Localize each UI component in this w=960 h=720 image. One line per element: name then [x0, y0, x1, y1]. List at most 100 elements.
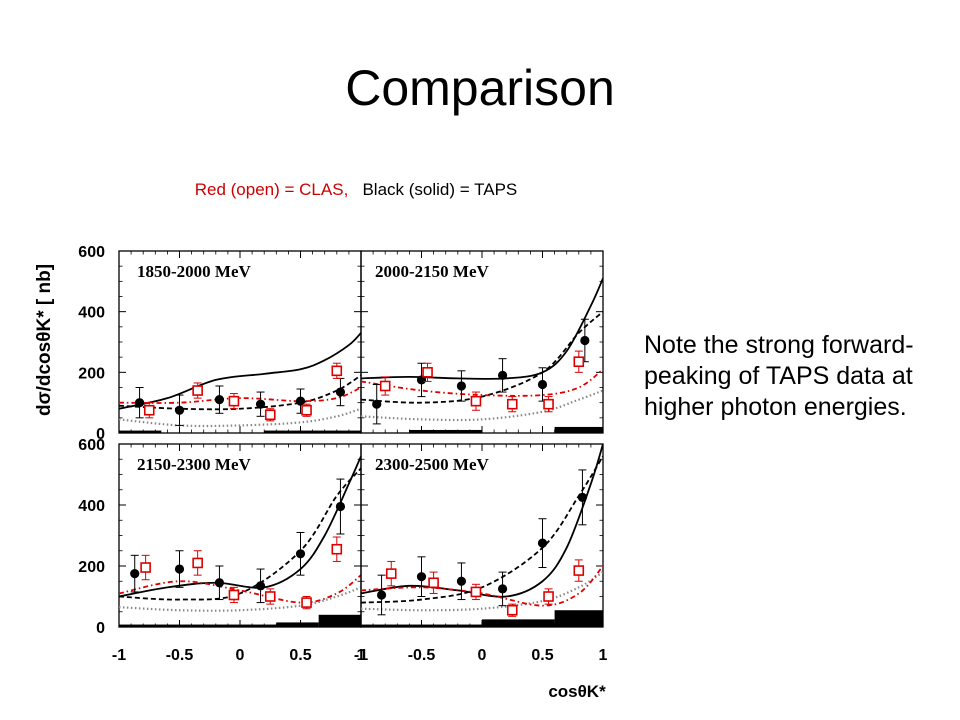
panel-3-clas-point — [331, 543, 343, 555]
panel-3-energy-label: 2150-2300 MeV — [137, 455, 252, 474]
panel-2-curve-dashdot — [361, 368, 603, 397]
panel-3-systematic-bar — [276, 622, 319, 627]
panel-2-clas-point — [422, 367, 433, 378]
panel-4-energy-label: 2300-2500 MeV — [375, 455, 490, 474]
panel-4-taps-point — [376, 590, 387, 600]
panel-3-curve-dashed — [119, 467, 361, 601]
panel-2-systematic-bar — [409, 429, 482, 433]
y-tick-label: 200 — [78, 365, 105, 382]
x-tick-label: 1 — [599, 647, 608, 664]
panel-2-curve-dotted — [361, 389, 603, 422]
panel-4-clas-point — [506, 604, 518, 616]
panel-1-curve-dashed — [119, 374, 361, 411]
panel-4-curve-solid — [361, 444, 603, 598]
x-tick-label: 0 — [236, 647, 245, 664]
panel-1-clas-point — [331, 365, 343, 377]
panel-3-curve-solid — [119, 455, 361, 598]
panel-1-curve-solid — [119, 332, 361, 410]
x-tick-label: -0.5 — [166, 647, 194, 664]
x-tick-label: -1 — [354, 647, 368, 664]
panel-1-taps-point — [174, 405, 185, 415]
panel-1-taps-point — [214, 395, 225, 405]
panel-2-energy-label: 2000-2150 MeV — [375, 262, 490, 281]
panel-3-systematic-bar — [119, 624, 277, 627]
panel-4-taps-point — [537, 538, 548, 548]
panel-2-clas-point — [470, 395, 482, 407]
panel-4-taps-point — [456, 576, 467, 586]
panel-3-clas-point — [192, 557, 203, 569]
panel-3-taps-point — [295, 549, 306, 559]
y-tick-label: 0 — [96, 620, 105, 637]
panel-4-curve-dashdot — [361, 565, 603, 607]
panel-3-taps-point — [174, 564, 185, 574]
x-tick-label: -0.5 — [408, 647, 436, 664]
panel-1-curve-dashdot — [119, 386, 361, 404]
panel-1-systematic-bar — [119, 430, 162, 433]
y-tick-label: 400 — [78, 305, 105, 322]
panel-4-clas-point — [385, 568, 397, 579]
panel-2-clas-point — [543, 398, 554, 410]
y-tick-label: 600 — [78, 437, 105, 454]
panel-2-curve-solid — [361, 277, 603, 380]
panel-4-taps-point — [416, 572, 427, 582]
legend-taps: Black (solid) = TAPS — [362, 180, 518, 199]
x-tick-label: 1 — [357, 647, 366, 664]
panel-3-clas-point — [264, 591, 276, 602]
panel-2-clas-point — [379, 380, 391, 392]
panel-3-curve-dashdot — [119, 574, 361, 604]
y-axis-label: dσ/dcosθK* [ nb] — [34, 264, 55, 416]
panel-1-taps-point — [295, 396, 306, 406]
panel-2-taps-point — [497, 370, 508, 380]
panel-4-clas-point — [470, 586, 482, 598]
panel-3-taps-point — [130, 569, 140, 579]
panel-4-taps-point — [497, 584, 508, 594]
panel-2-taps-point — [456, 381, 467, 391]
y-tick-label: 400 — [78, 498, 105, 515]
panel-1-taps-point — [134, 398, 145, 408]
panel-1-clas-point — [192, 385, 203, 396]
panel-4-systematic-bar — [554, 610, 603, 627]
panel-3-clas-point — [140, 562, 151, 573]
panel-4-clas-point — [573, 565, 585, 576]
panel-1-clas-point — [228, 395, 240, 407]
panel-1-energy-label: 1850-2000 MeV — [137, 262, 252, 281]
x-tick-label: -1 — [112, 647, 126, 664]
y-tick-label: 600 — [78, 244, 105, 261]
panel-2-taps-point — [372, 399, 382, 409]
panel-2-curve-dashed — [361, 310, 603, 404]
y-tick-label: 200 — [78, 559, 105, 576]
slide-title: Comparison — [345, 60, 615, 116]
panel-2-taps-point — [580, 335, 590, 346]
panel-2-clas-point — [506, 398, 518, 410]
panel-3-taps-point — [335, 501, 346, 512]
x-tick-label: 0.5 — [289, 647, 311, 664]
panel-2-clas-point — [573, 356, 585, 368]
y-tick-label: 0 — [96, 426, 105, 443]
panel-1-systematic-bar — [264, 430, 361, 433]
panel-4-curve-dashed — [361, 455, 603, 604]
panel-3-clas-point — [301, 597, 312, 608]
panel-1-clas-point — [143, 404, 155, 416]
x-tick-label: 0.5 — [531, 647, 553, 664]
x-axis-label: cosθK* — [548, 682, 606, 701]
panel-4-clas-point — [428, 577, 439, 589]
panel-4-curve-dotted — [361, 571, 603, 612]
legend-clas: Red (open) = CLAS, — [194, 180, 349, 199]
panel-4-systematic-bar — [482, 619, 555, 627]
panel-3-taps-point — [214, 578, 225, 588]
panel-3-taps-point — [255, 581, 266, 591]
panel-1-taps-point — [255, 399, 266, 409]
panel-1-curve-dotted — [119, 407, 361, 428]
panel-1-taps-point — [335, 387, 346, 397]
panel-3-clas-point — [228, 589, 240, 601]
panel-4-systematic-bar — [361, 624, 482, 627]
legend-note: Red (open) = CLAS, Black (solid) = TAPS — [0, 180, 712, 200]
panel-3-curve-dotted — [119, 586, 361, 612]
panel-4-clas-point — [543, 591, 554, 602]
panel-1-clas-point — [301, 404, 312, 416]
panel-4-taps-point — [577, 492, 588, 502]
x-tick-label: 0 — [478, 647, 487, 664]
side-note: Note the strong forward-peaking of TAPS … — [644, 331, 914, 421]
panel-1-clas-point — [264, 409, 276, 421]
